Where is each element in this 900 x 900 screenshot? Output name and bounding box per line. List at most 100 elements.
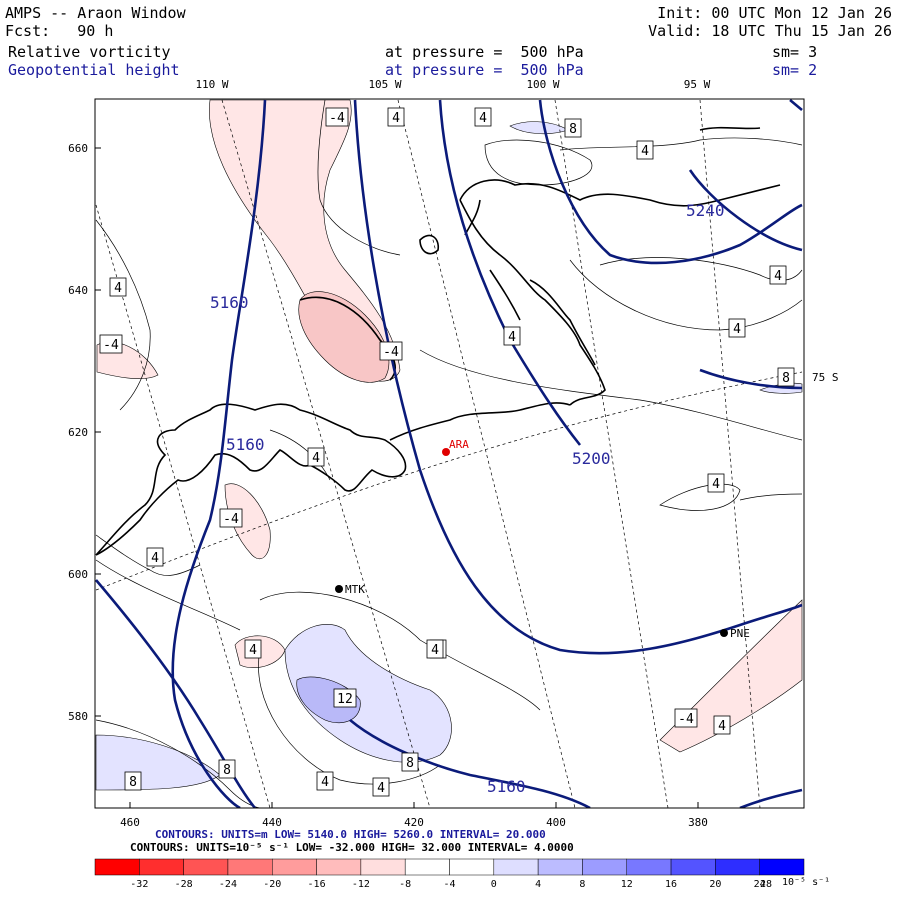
vorticity-label-box xyxy=(474,107,492,127)
field2-name: Geopotential height xyxy=(8,61,180,79)
axis-tick-label: 420 xyxy=(404,816,424,829)
positive-vorticity-area xyxy=(509,121,569,135)
vorticity-label-box xyxy=(124,771,142,791)
axis-tick-label: 460 xyxy=(120,816,140,829)
vorticity-label-box xyxy=(564,118,582,138)
colorbar-label: 28 xyxy=(760,879,772,890)
vorticity-label: 4 xyxy=(392,111,400,126)
vorticity-label: 8 xyxy=(406,756,414,771)
colorbar-label: 0 xyxy=(491,879,497,890)
station-pne-label: PNE xyxy=(730,627,750,640)
vorticity-label: 4 xyxy=(377,781,385,796)
vorticity-label-box xyxy=(218,759,236,779)
colorbar-swatch xyxy=(360,858,406,876)
vorticity-label: -4 xyxy=(329,111,345,126)
field2-smoothing: sm= 2 xyxy=(772,61,818,79)
height-label: 5160 xyxy=(487,777,526,796)
height-contours xyxy=(95,99,803,808)
map-frame xyxy=(94,98,805,809)
colorbar-label: -20 xyxy=(263,879,281,890)
station-ara-marker[interactable] xyxy=(442,448,450,456)
map-area: ARA MTK PNE 5160 5160 5200 5240 5160 -4 4… xyxy=(95,99,803,808)
colorbar-label: -4 xyxy=(443,879,455,890)
colorbar-label: -16 xyxy=(308,879,326,890)
axis-tick-label: 440 xyxy=(262,816,282,829)
colorbar-units: 10⁻⁵ s⁻¹ xyxy=(782,877,830,888)
left-axis: 660 640 620 600 580 xyxy=(68,142,101,723)
colorbar-swatch xyxy=(94,858,140,876)
height-contour-info: CONTOURS: UNITS=m LOW= 5140.0 HIGH= 5260… xyxy=(155,828,546,841)
colorbar-swatch xyxy=(272,858,317,876)
field2-pressure: at pressure = 500 hPa xyxy=(385,61,584,79)
vorticity-label-box xyxy=(713,715,731,735)
colorbar-swatch xyxy=(626,858,672,876)
colorbar-swatch xyxy=(449,858,495,876)
axis-tick-label: 620 xyxy=(68,426,88,439)
lon-label: 100 W xyxy=(526,78,559,91)
colorbar-label: -24 xyxy=(219,879,237,890)
vorticity-label-box xyxy=(769,265,787,285)
height-labels: 5160 5160 5200 5240 5160 xyxy=(210,201,725,796)
field1-pressure: at pressure = 500 hPa xyxy=(385,43,584,61)
colorbar-swatch xyxy=(537,858,583,876)
vorticity-contour-info: CONTOURS: UNITS=10⁻⁵ s⁻¹ LOW= -32.000 HI… xyxy=(130,841,574,854)
vorticity-label: 4 xyxy=(114,281,122,296)
field1-smoothing: sm= 3 xyxy=(772,43,818,61)
colorbar-swatch xyxy=(183,858,229,876)
vorticity-contours xyxy=(95,99,803,808)
negative-vorticity-area xyxy=(659,599,803,753)
latlon-grid xyxy=(95,99,803,808)
colorbar-label: -8 xyxy=(399,879,411,890)
station-pne-marker[interactable] xyxy=(720,629,728,637)
axis-tick-label: 380 xyxy=(688,816,708,829)
positive-vorticity-area xyxy=(284,623,452,763)
vorticity-label: -4 xyxy=(383,345,399,360)
vorticity-label: 4 xyxy=(712,477,720,492)
axis-tick-label: 600 xyxy=(68,568,88,581)
vorticity-label-box xyxy=(707,473,725,493)
vorticity-label-box xyxy=(728,318,746,338)
forecast-hour: Fcst: 90 h xyxy=(5,22,114,40)
lon-label: 95 W xyxy=(684,78,711,91)
vorticity-label: 4 xyxy=(312,451,320,466)
vorticity-label-box xyxy=(636,140,654,160)
positive-vorticity-area xyxy=(296,676,361,724)
coastline xyxy=(95,126,781,556)
vorticity-label-box xyxy=(325,107,349,127)
vorticity-label: 4 xyxy=(479,111,487,126)
vorticity-label: 4 xyxy=(718,719,726,734)
vorticity-label: 4 xyxy=(508,330,516,345)
vorticity-label: -4 xyxy=(678,712,694,727)
colorbar-swatch xyxy=(493,858,539,876)
colorbar xyxy=(94,858,805,876)
vorticity-label-box xyxy=(109,277,127,297)
axis-tick-label: 400 xyxy=(546,816,566,829)
colorbar-swatch xyxy=(670,858,716,876)
axis-tick-label: 580 xyxy=(68,710,88,723)
colorbar-label: -28 xyxy=(175,879,193,890)
field1-name: Relative vorticity xyxy=(8,43,171,61)
vorticity-label-box xyxy=(777,367,795,387)
colorbar-label: 24 xyxy=(754,879,766,890)
colorbar-label: -12 xyxy=(352,879,370,890)
vorticity-label-box xyxy=(307,447,325,467)
colorbar-swatch xyxy=(715,858,760,876)
vorticity-label: 8 xyxy=(223,763,231,778)
vorticity-label: 4 xyxy=(249,643,257,658)
model-title: AMPS -- Araon Window xyxy=(5,4,186,22)
vorticity-label-box xyxy=(401,752,419,772)
negative-vorticity-area xyxy=(298,291,390,383)
colorbar-label: 4 xyxy=(535,879,541,890)
vorticity-label: 4 xyxy=(321,775,329,790)
vorticity-label-box xyxy=(316,771,334,791)
init-time: Init: 00 UTC Mon 12 Jan 26 xyxy=(657,4,892,22)
vorticity-label: 4 xyxy=(431,643,439,658)
valid-time: Valid: 18 UTC Thu 15 Jan 26 xyxy=(648,22,892,40)
vorticity-label-box xyxy=(146,547,164,567)
colorbar-label: -32 xyxy=(130,879,148,890)
vorticity-label: 4 xyxy=(774,269,782,284)
station-mtk-marker[interactable] xyxy=(335,585,343,593)
